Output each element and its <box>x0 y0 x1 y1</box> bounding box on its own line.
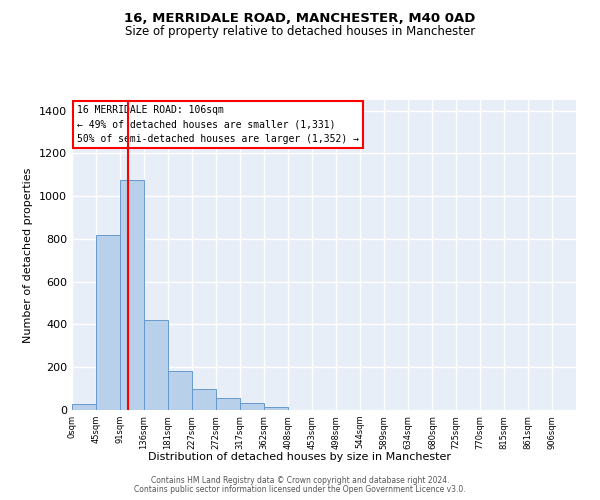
Bar <box>120 180 144 410</box>
Text: Contains HM Land Registry data © Crown copyright and database right 2024.: Contains HM Land Registry data © Crown c… <box>151 476 449 485</box>
Text: Contains public sector information licensed under the Open Government Licence v3: Contains public sector information licen… <box>134 485 466 494</box>
Text: Size of property relative to detached houses in Manchester: Size of property relative to detached ho… <box>125 25 475 38</box>
Bar <box>240 403 264 410</box>
Text: Distribution of detached houses by size in Manchester: Distribution of detached houses by size … <box>149 452 452 462</box>
Text: 16, MERRIDALE ROAD, MANCHESTER, M40 0AD: 16, MERRIDALE ROAD, MANCHESTER, M40 0AD <box>124 12 476 26</box>
Bar <box>144 320 168 410</box>
Bar <box>264 407 288 410</box>
Bar <box>168 371 193 410</box>
Y-axis label: Number of detached properties: Number of detached properties <box>23 168 34 342</box>
Bar <box>193 388 216 410</box>
Bar <box>96 234 120 410</box>
Bar <box>72 404 96 410</box>
Text: 16 MERRIDALE ROAD: 106sqm
← 49% of detached houses are smaller (1,331)
50% of se: 16 MERRIDALE ROAD: 106sqm ← 49% of detac… <box>77 104 359 144</box>
Bar <box>216 398 240 410</box>
